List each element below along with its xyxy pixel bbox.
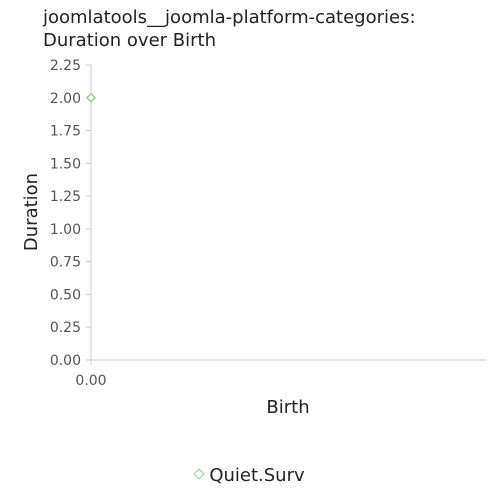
y-tick-label: 1.00 (50, 222, 81, 238)
x-tick-label: 0.00 (75, 373, 106, 389)
y-tick-label: 0.25 (50, 320, 81, 336)
y-tick-label: 1.75 (50, 124, 81, 140)
legend: Quiet.Surv (0, 465, 500, 486)
y-tick-label: 1.50 (50, 156, 81, 172)
y-tick-label: 2.00 (50, 91, 81, 107)
legend-label-quiet-surv: Quiet.Surv (209, 465, 305, 486)
y-tick-label: 0.75 (50, 255, 81, 271)
chart-title-line-2: Duration over Birth (43, 30, 216, 51)
scatter-plot: 0.00 0.25 0.50 0.75 1.00 1.25 1.50 1.75 2.00 2.25… (21, 58, 486, 418)
y-tick-label: 2.25 (50, 58, 81, 74)
y-axis-title: Duration (21, 173, 42, 251)
data-point (85, 92, 97, 103)
chart-title: joomlatools__joomla-platform-categories:… (43, 6, 493, 52)
y-tick-label: 0.00 (50, 353, 81, 369)
x-axis-title: Birth (266, 397, 309, 418)
chart-title-line-1: joomlatools__joomla-platform-categories: (43, 7, 416, 28)
y-tick-label: 0.50 (50, 287, 81, 303)
y-tick-label: 1.25 (50, 189, 81, 205)
legend-diamond-icon (193, 468, 205, 480)
